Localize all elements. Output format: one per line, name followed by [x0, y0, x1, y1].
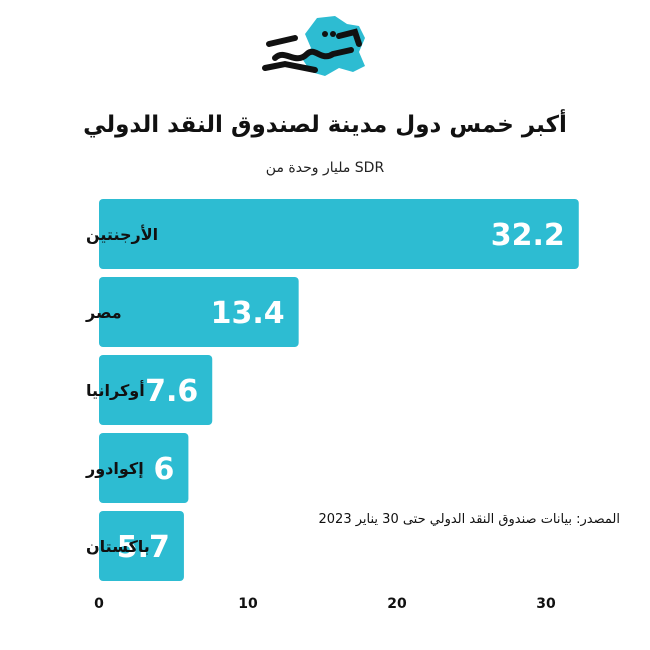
- source-note: المصدر: بيانات صندوق النقد الدولي حتى 30…: [318, 512, 620, 527]
- x-tick-label: 30: [536, 596, 556, 612]
- chart-title: أكبر خمس دول مدينة لصندوق النقد الدولي: [83, 112, 567, 138]
- bar-value-label: 7.6: [145, 374, 198, 409]
- x-tick-label: 0: [94, 596, 104, 612]
- x-tick-label: 20: [387, 596, 407, 612]
- bar: [99, 433, 189, 503]
- bar: [99, 199, 579, 269]
- chart-subtitle: مليار وحدة من SDR: [265, 160, 385, 176]
- category-label: مصر: [85, 303, 122, 322]
- bar: [99, 355, 213, 425]
- category-label: إكوادور: [85, 459, 144, 478]
- bar-value-label: 6: [154, 452, 175, 487]
- category-label: باكستان: [86, 537, 150, 556]
- category-label: الأرجنتين: [86, 225, 158, 244]
- bar: [99, 511, 184, 581]
- brand-logo: [262, 16, 365, 76]
- bar: [99, 277, 299, 347]
- x-tick-label: 10: [238, 596, 258, 612]
- bar-value-label: 13.4: [211, 296, 285, 331]
- bar-value-label: 32.2: [491, 218, 565, 253]
- category-label: أوكرانيا: [86, 380, 145, 400]
- bar-value-label: 5.7: [117, 530, 170, 565]
